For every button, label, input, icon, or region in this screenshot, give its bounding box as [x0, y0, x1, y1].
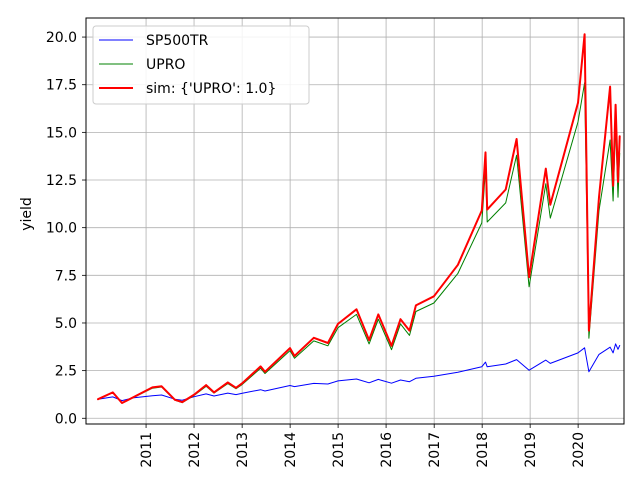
x-tick-label: 2016 — [379, 432, 395, 468]
y-tick-label: 20.0 — [46, 30, 77, 46]
plot-frame — [85, 17, 625, 425]
y-tick-label: 5.0 — [55, 316, 77, 332]
x-tick-label: 2011 — [139, 432, 155, 468]
plot-series — [97, 33, 621, 404]
y-tick-label: 17.5 — [46, 78, 77, 94]
x-tick-label: 2014 — [283, 432, 299, 468]
legend-label: sim: {'UPRO': 1.0} — [146, 81, 276, 97]
axes: 2011 2012 2013 2014 2015 2016 2017 2018 2019 2020… — [46, 30, 587, 468]
legend-label: UPRO — [146, 57, 185, 73]
y-tick-label: 15.0 — [46, 125, 77, 141]
legend-label: SP500TR — [146, 33, 209, 49]
x-tick-label: 2020 — [571, 432, 587, 468]
y-tick-label: 0.0 — [55, 411, 77, 427]
y-tick-label: 2.5 — [55, 364, 77, 380]
x-tick-label: 2019 — [523, 432, 539, 468]
y-axis-label: yield — [19, 197, 35, 231]
y-tick-label: 7.5 — [55, 268, 77, 284]
x-tick-label: 2018 — [475, 432, 491, 468]
legend: SP500TR UPRO sim: {'UPRO': 1.0} — [92, 25, 310, 105]
series-line-sim-upro-1-0 — [97, 33, 621, 404]
x-tick-label: 2012 — [187, 432, 203, 468]
x-tick-label: 2017 — [427, 432, 443, 468]
y-tick-label: 12.5 — [46, 173, 77, 189]
x-tick-label: 2015 — [331, 432, 347, 468]
x-tick-label: 2013 — [235, 432, 251, 468]
y-tick-label: 10.0 — [46, 221, 77, 237]
legend-box — [92, 25, 310, 105]
